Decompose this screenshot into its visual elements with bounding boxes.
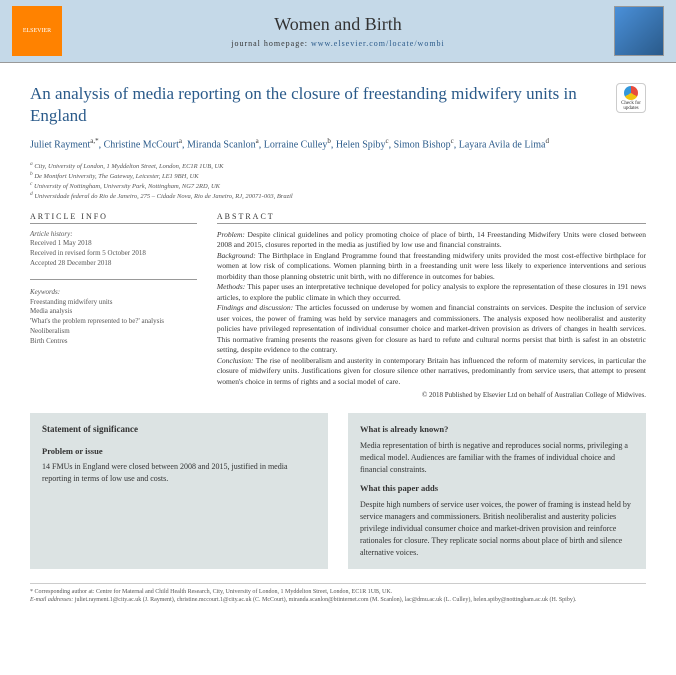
abstract-text: Problem: Despite clinical guidelines and… (217, 230, 646, 388)
emails-line: E-mail addresses: juliet.rayment.1@city.… (30, 596, 646, 604)
keyword-line: Freestanding midwifery units (30, 298, 197, 308)
article-history: Article history: Received 1 May 2018Rece… (30, 230, 197, 269)
abstract-heading: ABSTRACT (217, 212, 646, 224)
crossmark-icon (624, 86, 638, 100)
history-line: Received 1 May 2018 (30, 239, 197, 249)
corresponding-author-footnote: * Corresponding author at: Centre for Ma… (30, 583, 646, 605)
emails-list: juliet.rayment.1@city.ac.uk (J. Rayment)… (75, 597, 577, 603)
abstract-run-text: The rise of neoliberalism and austerity … (217, 356, 646, 386)
homepage-link[interactable]: www.elsevier.com/locate/wombi (311, 39, 445, 48)
journal-homepage: journal homepage: www.elsevier.com/locat… (62, 39, 614, 48)
significance-box-right: What is already known? Media representat… (348, 413, 646, 569)
paper-adds-text: Despite high numbers of service user voi… (360, 499, 634, 559)
keyword-line: Media analysis (30, 307, 197, 317)
journal-header-center: Women and Birth journal homepage: www.el… (62, 14, 614, 48)
abstract-run-label: Findings and discussion: (217, 303, 296, 312)
history-line: Received in revised form 5 October 2018 (30, 249, 197, 259)
elsevier-logo: ELSEVIER (12, 6, 62, 56)
significance-title: Statement of significance (42, 423, 316, 437)
abstract-run-label: Background: (217, 251, 258, 260)
already-known-subheading: What is already known? (360, 423, 634, 436)
affiliations: a City, University of London, 1 Myddelto… (30, 161, 646, 202)
authors-line: Juliet Raymenta,*, Christine McCourta, M… (30, 137, 646, 152)
journal-header: ELSEVIER Women and Birth journal homepag… (0, 0, 676, 63)
journal-cover-thumbnail (614, 6, 664, 56)
problem-subheading: Problem or issue (42, 445, 316, 458)
keywords-label: Keywords: (30, 288, 197, 298)
keyword-line: 'What's the problem represented to be?' … (30, 317, 197, 327)
title-row: An analysis of media reporting on the cl… (30, 83, 646, 137)
abstract-run-text: The Birthplace in England Programme foun… (217, 251, 646, 281)
homepage-label: journal homepage: (231, 39, 311, 48)
keywords-block: Keywords: Freestanding midwifery unitsMe… (30, 288, 197, 347)
info-abstract-columns: ARTICLE INFO Article history: Received 1… (30, 212, 646, 400)
affiliation-line: b De Montfort University, The Gateway, L… (30, 171, 646, 181)
article-info-column: ARTICLE INFO Article history: Received 1… (30, 212, 197, 400)
abstract-run-label: Conclusion: (217, 356, 256, 365)
abstract-run-label: Problem: (217, 230, 248, 239)
keyword-line: Birth Centres (30, 337, 197, 347)
problem-text: 14 FMUs in England were closed between 2… (42, 461, 316, 485)
emails-label: E-mail addresses: (30, 597, 75, 603)
abstract-column: ABSTRACT Problem: Despite clinical guide… (217, 212, 646, 400)
copyright-line: © 2018 Published by Elsevier Ltd on beha… (217, 391, 646, 399)
article-body: An analysis of media reporting on the cl… (0, 63, 676, 624)
affiliation-line: a City, University of London, 1 Myddelto… (30, 161, 646, 171)
corr-author-text: * Corresponding author at: Centre for Ma… (30, 588, 646, 596)
affiliation-line: d Universidade federal do Rio de Janeiro… (30, 191, 646, 201)
significance-boxes: Statement of significance Problem or iss… (30, 413, 646, 569)
keyword-line: Neoliberalism (30, 327, 197, 337)
article-title: An analysis of media reporting on the cl… (30, 83, 606, 127)
check-updates-label: Check for updates (617, 101, 645, 111)
affiliation-line: c University of Nottingham, University P… (30, 181, 646, 191)
journal-title: Women and Birth (62, 14, 614, 35)
history-line: Accepted 28 December 2018 (30, 259, 197, 269)
abstract-run-text: This paper uses an interpretative techni… (217, 282, 646, 302)
abstract-run-text: Despite clinical guidelines and policy p… (217, 230, 646, 250)
significance-box-left: Statement of significance Problem or iss… (30, 413, 328, 569)
check-updates-badge[interactable]: Check for updates (616, 83, 646, 113)
history-label: Article history: (30, 230, 197, 240)
abstract-run-label: Methods: (217, 282, 247, 291)
paper-adds-subheading: What this paper adds (360, 482, 634, 495)
already-known-text: Media representation of birth is negativ… (360, 440, 634, 476)
article-info-heading: ARTICLE INFO (30, 212, 197, 224)
